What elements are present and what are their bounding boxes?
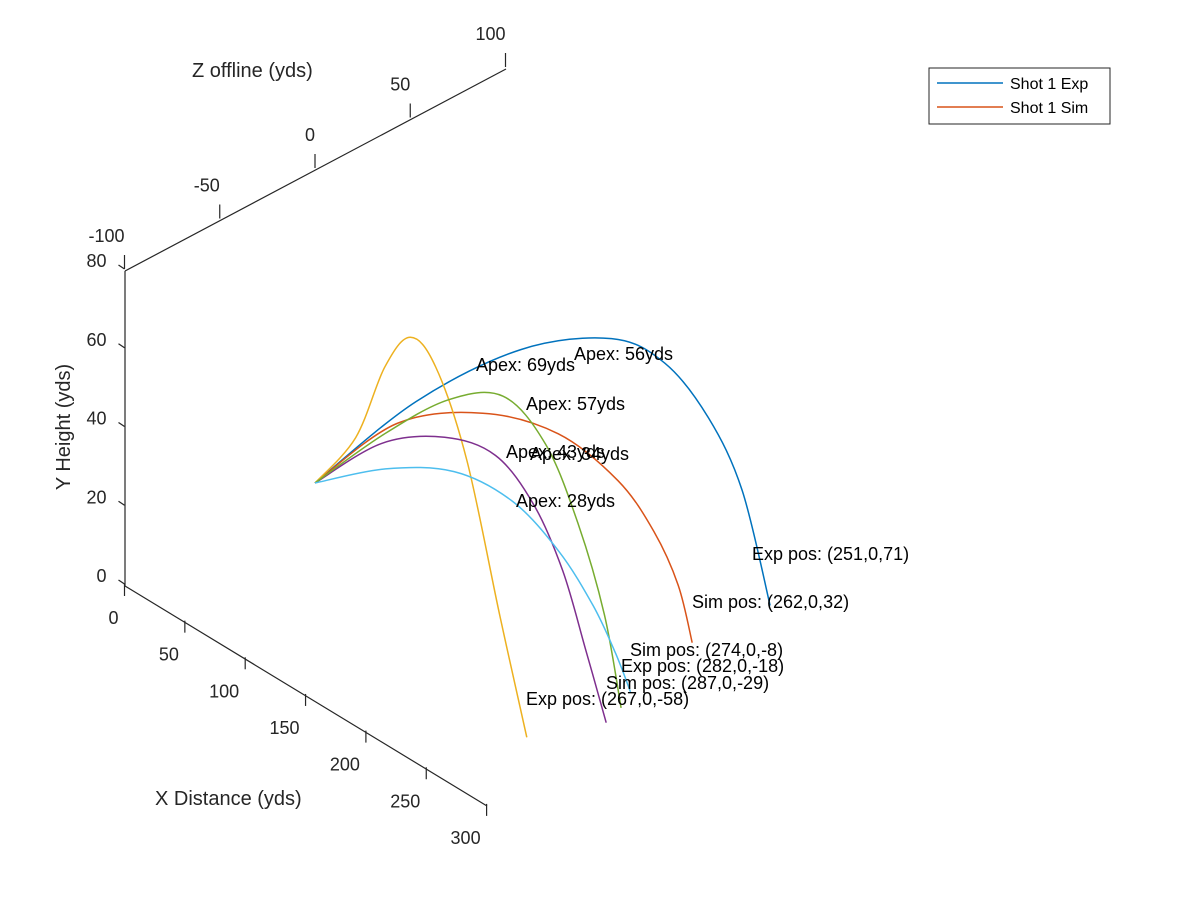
legend-label-1: Shot 1 Exp [1010, 76, 1088, 93]
annotation-10: Exp pos: (282,0,-18) [621, 656, 784, 676]
annotation-4: Apex: 43yds [506, 442, 605, 462]
x-axis-label: X Distance (yds) [155, 788, 302, 810]
x-tick-label-2: 100 [209, 681, 239, 701]
y-tick-0 [118, 579, 125, 585]
y-tick-label-3: 60 [86, 330, 106, 350]
trajectory-line-6 [314, 466, 632, 693]
trajectory-line-1 [314, 337, 771, 606]
x-tick-label-0: 0 [108, 608, 118, 628]
axis-tick-labels: 0 50 100 150 200 250 300 0 20 40 60 80 -100 -50 0 50 100 [86, 24, 505, 848]
x-tick-label-1: 50 [159, 645, 179, 665]
z-tick-label-4: 100 [475, 24, 505, 44]
z-tick-label-1: -50 [194, 176, 220, 196]
z-tick-label-3: 50 [390, 75, 410, 95]
y-tick-label-4: 80 [86, 251, 106, 271]
x-tick-label-3: 150 [270, 718, 300, 738]
y-axis-label: Y Height (yds) [53, 364, 75, 490]
y-tick-1 [118, 500, 125, 506]
y-tick-4 [118, 264, 125, 270]
z-axis-line [124, 68, 507, 272]
legend-box [928, 67, 1111, 125]
annotation-3: Apex: 57yds [526, 394, 625, 414]
annotation-9: Sim pos: (274,0,-8) [630, 640, 783, 660]
annotation-7: Exp pos: (251,0,71) [752, 544, 909, 564]
legend-label-2: Shot 1 Sim [1010, 100, 1088, 117]
legend-entries: Shot 1 Exp Shot 1 Sim [937, 76, 1088, 117]
y-tick-label-0: 0 [96, 566, 106, 586]
trajectory-series [314, 336, 771, 738]
y-tick-2 [118, 422, 125, 427]
z-tick-label-2: 0 [305, 125, 315, 145]
axis-ticks [118, 53, 507, 816]
annotation-8: Sim pos: (262,0,32) [692, 592, 849, 612]
annotation-5: Apex: 34yds [530, 444, 629, 464]
legend: Shot 1 Exp Shot 1 Sim [928, 67, 1111, 125]
y-tick-3 [118, 343, 125, 349]
trajectory-line-4 [314, 435, 607, 723]
y-tick-label-1: 20 [86, 487, 106, 507]
annotation-2: Apex: 69yds [476, 355, 575, 375]
trajectory-line-5 [314, 391, 622, 709]
x-tick-label-6: 300 [451, 828, 481, 848]
y-tick-label-2: 40 [86, 409, 106, 429]
z-axis-label: Z offline (yds) [192, 60, 313, 82]
annotation-11: Sim pos: (287,0,-29) [606, 673, 769, 693]
trajectory-line-3 [314, 336, 528, 738]
annotation-6: Apex: 28yds [516, 491, 615, 511]
x-tick-label-4: 200 [330, 755, 360, 775]
z-tick-label-0: -100 [88, 226, 124, 246]
annotation-12: Exp pos: (267,0,-58) [526, 689, 689, 709]
x-tick-label-5: 250 [390, 791, 420, 811]
trajectory-line-2 [314, 411, 693, 643]
annotation-1: Apex: 56yds [574, 344, 673, 364]
